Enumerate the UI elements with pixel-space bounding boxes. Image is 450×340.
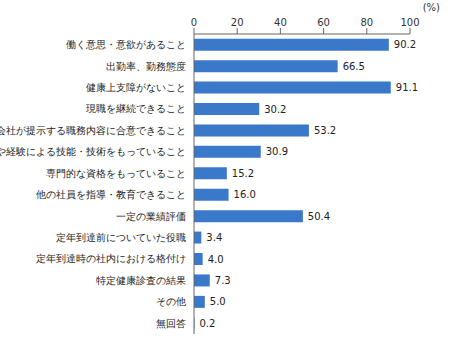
svg-text:30.9: 30.9	[266, 146, 288, 157]
svg-text:働く意思・意欲があること: 働く意思・意欲があること	[66, 39, 186, 50]
svg-text:91.1: 91.1	[396, 82, 418, 93]
svg-text:熟練や経験による技能・技術をもっていること: 熟練や経験による技能・技術をもっていること	[8, 146, 186, 157]
svg-text:5.0: 5.0	[210, 296, 226, 307]
svg-text:一定の業績評価: 一定の業績評価	[116, 211, 186, 222]
svg-text:0: 0	[191, 17, 197, 28]
svg-text:16.0: 16.0	[234, 189, 256, 200]
svg-text:会社が提示する職務内容に合意できること: 会社が提示する職務内容に合意できること	[8, 125, 186, 136]
svg-text:他の社員を指導・教育できること: 他の社員を指導・教育できること	[36, 189, 186, 200]
svg-text:40: 40	[274, 17, 287, 28]
svg-text:専門的な資格をもっていること: 専門的な資格をもっていること	[46, 168, 186, 179]
svg-text:定年到達前についていた役職: 定年到達前についていた役職	[56, 232, 186, 243]
svg-text:53.2: 53.2	[314, 125, 336, 136]
svg-text:3.4: 3.4	[206, 232, 222, 243]
svg-text:健康上支障がないこと: 健康上支障がないこと	[86, 82, 186, 93]
svg-text:無回答: 無回答	[156, 318, 186, 329]
svg-text:20: 20	[231, 17, 244, 28]
svg-text:50.4: 50.4	[308, 211, 330, 222]
svg-text:90.2: 90.2	[394, 39, 416, 50]
svg-text:60: 60	[317, 17, 330, 28]
svg-text:7.3: 7.3	[215, 275, 231, 286]
svg-text:66.5: 66.5	[343, 61, 365, 72]
svg-text:4.0: 4.0	[208, 254, 224, 265]
svg-text:出勤率、勤務態度: 出勤率、勤務態度	[106, 61, 186, 72]
svg-text:その他: その他	[156, 296, 186, 307]
svg-text:100: 100	[400, 17, 419, 28]
svg-text:30.2: 30.2	[264, 104, 286, 115]
svg-text:15.2: 15.2	[232, 168, 254, 179]
svg-text:80: 80	[360, 17, 373, 28]
svg-text:定年到達時の社内における格付け: 定年到達時の社内における格付け	[36, 253, 186, 264]
svg-text:現職を継続できること: 現職を継続できること	[86, 103, 186, 114]
svg-text:特定健康診査の結果: 特定健康診査の結果	[96, 275, 186, 286]
svg-text:0.2: 0.2	[199, 318, 215, 329]
